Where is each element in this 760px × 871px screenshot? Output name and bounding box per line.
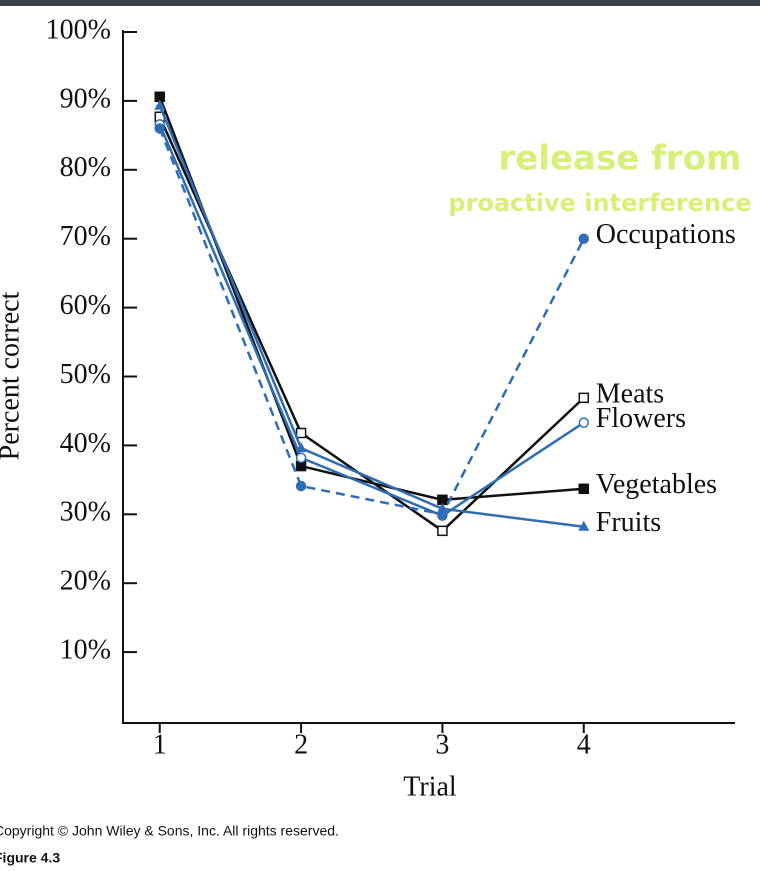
legend-label: Flowers: [596, 403, 686, 434]
legend-label: Occupations: [596, 219, 736, 250]
annotation: proactive interference: [448, 189, 751, 217]
top-bar: [0, 0, 760, 6]
marker: [578, 520, 590, 531]
marker: [578, 233, 590, 244]
y-tick-label: 40%: [60, 428, 111, 459]
y-tick-label: 90%: [60, 83, 111, 114]
legend-label: Meats: [596, 378, 664, 409]
y-tick-label: 80%: [60, 152, 111, 183]
x-axis-title: Trial: [403, 771, 457, 802]
y-tick-label: 10%: [60, 635, 111, 666]
y-tick-label: 60%: [60, 290, 111, 321]
series-line: [158, 116, 585, 533]
marker: [578, 483, 590, 495]
marker: [295, 452, 307, 464]
y-tick-label: 20%: [60, 566, 111, 597]
annotation: release from: [499, 139, 742, 179]
y-tick-label: 50%: [60, 359, 111, 390]
series-line: [158, 128, 585, 516]
legend-label: Vegetables: [596, 469, 717, 500]
marker: [578, 392, 590, 404]
marker: [154, 99, 166, 110]
marker: [437, 525, 448, 537]
x-tick-label: 1: [153, 729, 167, 760]
series-line: [158, 105, 584, 528]
marker: [295, 427, 307, 439]
marker: [295, 480, 307, 492]
legend-label: Fruits: [596, 507, 661, 538]
y-tick-label: 70%: [60, 221, 111, 252]
figure-label: Figure 4.3: [0, 850, 60, 866]
x-tick-label: 4: [577, 729, 591, 760]
marker: [578, 417, 590, 428]
marker: [437, 509, 448, 520]
series-line: [158, 123, 585, 518]
x-tick-label: 2: [294, 729, 308, 760]
y-tick-label: 30%: [60, 497, 111, 528]
y-axis-title: Percent correct: [0, 291, 25, 460]
copyright: Copyright © John Wiley & Sons, Inc. All …: [0, 823, 339, 839]
marker: [154, 123, 165, 134]
y-tick-label: 100%: [46, 14, 111, 45]
x-tick-label: 3: [435, 729, 449, 760]
